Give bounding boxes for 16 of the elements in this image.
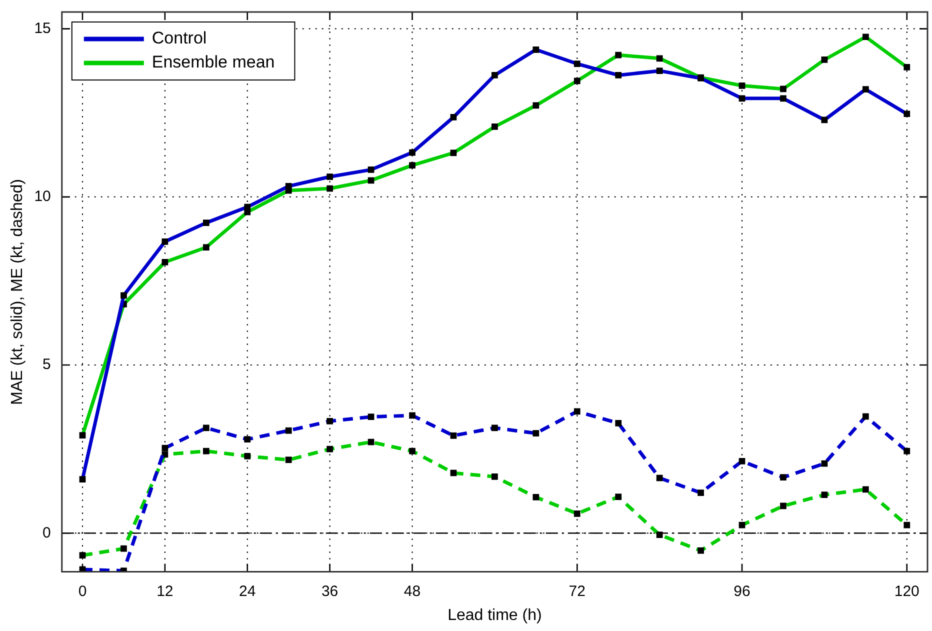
- x-tick-label: 96: [734, 582, 750, 600]
- x-tick-label: 48: [404, 582, 421, 600]
- y-axis-title: MAE (kt, solid), ME (kt, dashed): [9, 178, 26, 405]
- x-tick-label: 0: [78, 582, 87, 600]
- y-tick-label: 5: [42, 356, 51, 374]
- x-tick-label: 72: [568, 582, 586, 600]
- legend-label: Control: [152, 28, 207, 48]
- x-axis-title: Lead time (h): [448, 606, 542, 624]
- x-tick-label: 120: [894, 582, 920, 600]
- y-tick-label: 15: [34, 20, 51, 37]
- y-tick-label: 0: [42, 524, 51, 542]
- x-tick-label: 36: [321, 582, 338, 600]
- legend-label: Ensemble mean: [152, 52, 275, 72]
- x-tick-label: 24: [239, 582, 256, 600]
- x-tick-label: 12: [156, 582, 174, 600]
- y-tick-label: 10: [34, 188, 51, 206]
